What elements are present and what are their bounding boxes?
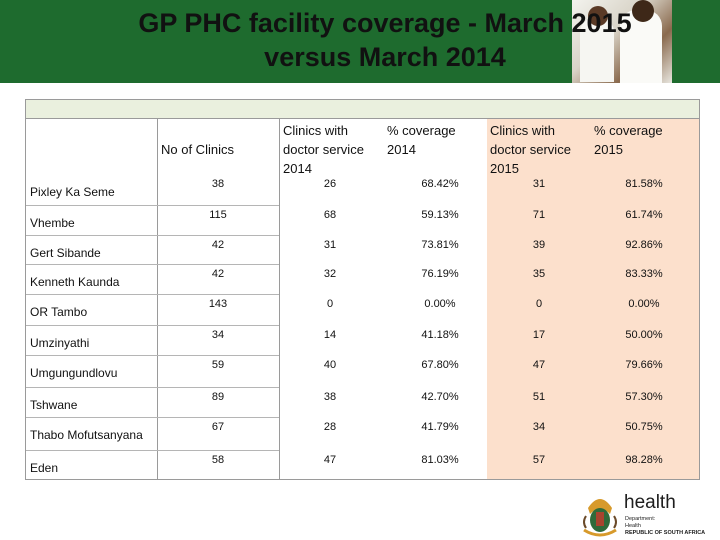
cell-cov2014: 42.70% — [421, 391, 459, 403]
cell-clinics: 42 — [211, 268, 225, 280]
logo-word: health — [624, 492, 676, 513]
cell-doc2015: 34 — [532, 421, 546, 433]
cell-cov2014: 67.80% — [421, 359, 459, 371]
cell-cov2014: 41.79% — [421, 421, 459, 433]
header-photo — [572, 0, 672, 83]
cell-cov2014: 59.13% — [421, 209, 459, 221]
row-district-name: Gert Sibande — [30, 246, 101, 260]
logo-department-text: Department: Health REPUBLIC OF SOUTH AFR… — [625, 516, 706, 536]
table-top-band — [26, 100, 699, 119]
cell-doc2014: 68 — [323, 209, 337, 221]
cell-cov2014: 68.42% — [421, 178, 459, 190]
row-divider — [26, 417, 279, 418]
cell-clinics: 115 — [209, 209, 227, 221]
cell-doc2015: 47 — [532, 359, 546, 371]
row-district-name: Eden — [30, 461, 59, 475]
cell-clinics: 59 — [211, 359, 225, 371]
cell-cov2015: 50.00% — [625, 329, 663, 341]
header-no-of-clinics: No of Clinics — [161, 142, 234, 157]
cell-doc2014: 31 — [323, 239, 337, 251]
cell-doc2014: 0 — [326, 298, 334, 310]
coat-of-arms-icon — [583, 499, 617, 537]
row-divider — [26, 205, 279, 206]
row-district-name: Umzinyathi — [30, 336, 90, 350]
title-line-1: GP PHC facility coverage - March 2015 — [138, 8, 632, 38]
cell-clinics: 38 — [211, 178, 225, 190]
band-2014 — [279, 119, 487, 479]
cell-doc2015: 35 — [532, 268, 546, 280]
cell-cov2015: 83.33% — [625, 268, 663, 280]
cell-cov2015: 57.30% — [625, 391, 663, 403]
cell-clinics: 143 — [208, 298, 228, 310]
cell-cov2015: 92.86% — [625, 239, 663, 251]
row-district-name: Umgungundlovu — [30, 366, 118, 380]
cell-cov2015: 0.00% — [628, 298, 660, 310]
cell-clinics: 89 — [211, 391, 225, 403]
row-divider — [26, 450, 279, 451]
row-district-name: Thabo Mofutsanyana — [30, 428, 143, 442]
cell-doc2015: 57 — [532, 454, 546, 466]
cell-cov2014: 73.81% — [421, 239, 459, 251]
row-divider — [26, 235, 279, 236]
header-coverage-2015: % coverage 2015 — [594, 123, 663, 157]
cell-doc2015: 51 — [532, 391, 546, 403]
cell-cov2014: 0.00% — [424, 298, 456, 310]
header-coverage-2014: % coverage 2014 — [387, 123, 456, 157]
cell-doc2015: 17 — [532, 329, 546, 341]
cell-clinics: 58 — [211, 454, 225, 466]
cell-clinics: 67 — [211, 421, 225, 433]
row-divider — [26, 264, 279, 265]
cell-cov2014: 76.19% — [421, 268, 459, 280]
cell-cov2015: 50.75% — [625, 421, 663, 433]
cell-clinics: 42 — [211, 239, 225, 251]
row-divider — [26, 325, 279, 326]
cell-doc2014: 40 — [323, 359, 337, 371]
header-doctor-2015: Clinics with doctor service 2015 — [490, 123, 571, 176]
row-district-name: OR Tambo — [30, 305, 88, 319]
cell-doc2015: 31 — [532, 178, 546, 190]
row-divider — [26, 294, 279, 295]
cell-cov2015: 79.66% — [625, 359, 663, 371]
title-line-2: versus March 2014 — [264, 42, 506, 72]
health-department-logo: health Department: Health REPUBLIC OF SO… — [580, 488, 720, 540]
cell-cov2015: 61.74% — [625, 209, 663, 221]
cell-cov2015: 81.58% — [625, 178, 663, 190]
band-2015 — [487, 119, 699, 479]
header-doctor-2014: Clinics with doctor service 2014 — [283, 123, 364, 176]
row-district-name: Vhembe — [30, 216, 75, 230]
cell-doc2014: 38 — [323, 391, 337, 403]
cell-doc2014: 28 — [323, 421, 337, 433]
cell-cov2014: 81.03% — [421, 454, 459, 466]
cell-doc2014: 32 — [323, 268, 337, 280]
row-district-name: Kenneth Kaunda — [30, 275, 120, 289]
cell-doc2015: 39 — [532, 239, 546, 251]
cell-doc2014: 47 — [323, 454, 337, 466]
row-divider — [26, 355, 279, 356]
cell-doc2014: 26 — [323, 178, 337, 190]
cell-cov2015: 98.28% — [625, 454, 663, 466]
slide-title: GP PHC facility coverage - March 2015 ve… — [60, 6, 710, 74]
cell-doc2015: 71 — [532, 209, 546, 221]
coverage-table: No of Clinics Clinics with doctor servic… — [25, 99, 700, 480]
row-district-name: Pixley Ka Seme — [30, 185, 115, 199]
cell-cov2014: 41.18% — [421, 329, 459, 341]
row-district-name: Tshwane — [30, 398, 78, 412]
cell-clinics: 34 — [211, 329, 225, 341]
row-divider — [26, 387, 279, 388]
cell-doc2014: 14 — [323, 329, 337, 341]
cell-doc2015: 0 — [535, 298, 543, 310]
